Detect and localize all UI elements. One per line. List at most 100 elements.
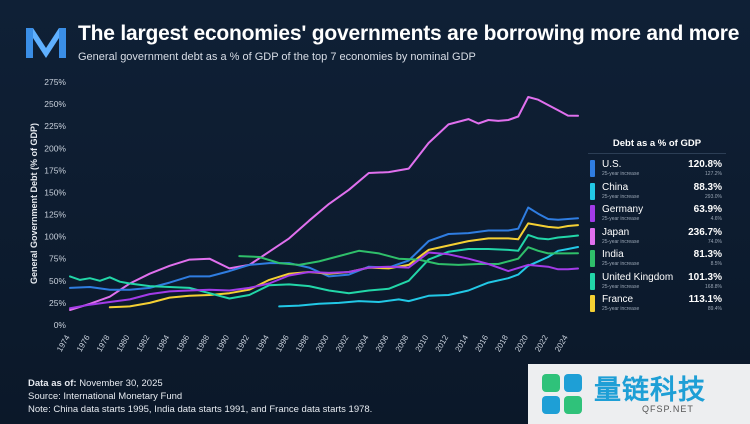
series-line-united-kingdom (69, 233, 579, 300)
legend-swatch (590, 205, 595, 222)
legend-series-name: United Kingdom (602, 271, 674, 283)
legend-swatch (590, 160, 595, 177)
legend-swatch (590, 272, 595, 290)
y-tick-label: 175% (44, 165, 66, 175)
legend-series-name: India (602, 249, 624, 260)
legend-value: 120.8% (688, 159, 722, 170)
date-value: November 30, 2025 (79, 378, 163, 389)
x-tick-label: 1992 (234, 333, 251, 353)
date-label: Data as of: (28, 378, 77, 389)
axes-layer: 0% 25% 50% 75% 100% 125% 150% 175% 200% 225% 250% 2… (29, 77, 570, 353)
legend-series-name: Japan (602, 226, 630, 238)
legend-item: India 25-year increase 81.3% 8.5% (588, 249, 726, 272)
legend-increase: 127.2% (705, 171, 722, 177)
y-tick-label: 125% (44, 210, 66, 220)
watermark-text: 量链科技 (594, 375, 706, 405)
legend-swatch (590, 250, 595, 267)
data-note: Note: China data starts 1995, India data… (28, 404, 373, 415)
x-tick-label: 2020 (513, 333, 530, 353)
x-tick-label: 2012 (434, 333, 451, 353)
legend: Debt as a % of GDP U.S. 25-year increase 1… (588, 138, 726, 317)
legend-increase: 89.4% (707, 306, 722, 312)
y-tick-label: 100% (44, 232, 66, 242)
x-tick-label: 1996 (274, 333, 291, 353)
legend-value: 101.3% (688, 271, 722, 283)
series-line-china (278, 246, 579, 308)
legend-value: 63.9% (693, 204, 722, 215)
y-tick-label: 275% (44, 77, 66, 87)
series-line-france (108, 222, 579, 309)
y-axis-label: General Government Debt (% of GDP) (29, 123, 39, 284)
legend-item: Japan 25-year increase 236.7% 74.0% (588, 227, 726, 250)
legend-value: 113.1% (688, 294, 722, 305)
series-line-u-s- (69, 206, 579, 291)
y-tick-label: 150% (44, 187, 66, 197)
legend-item: France 25-year increase 113.1% 89.4% (588, 294, 726, 317)
x-tick-label: 1988 (194, 333, 211, 353)
legend-sub-label: 25-year increase (602, 171, 640, 177)
legend-increase: 74.0% (707, 238, 722, 245)
x-tick-label: 2024 (553, 333, 570, 353)
y-tick-label: 0% (54, 320, 67, 330)
x-tick-label: 2010 (414, 333, 431, 353)
legend-sub-label: 25-year increase (602, 283, 640, 290)
y-tick-label: 50% (49, 276, 66, 286)
legend-series-name: China (602, 181, 629, 193)
y-tick-label: 250% (44, 99, 66, 109)
legend-series-name: U.S. (602, 159, 622, 170)
legend-increase: 4.6% (710, 216, 722, 222)
legend-item: China 25-year increase 88.3% 293.0% (588, 182, 726, 205)
x-tick-label: 2004 (354, 333, 371, 353)
legend-swatch (590, 295, 595, 312)
series-line-india (238, 246, 579, 266)
legend-value: 81.3% (693, 249, 722, 260)
legend-sub-label: 25-year increase (602, 193, 640, 200)
x-tick-label: 2016 (473, 333, 490, 353)
legend-sub-label: 25-year increase (602, 261, 640, 267)
chart-subtitle: General government debt as a % of GDP of… (78, 51, 476, 63)
x-tick-label: 2014 (453, 333, 470, 353)
watermark-url: QFSP.NET (642, 404, 694, 414)
x-tick-label: 1986 (175, 333, 192, 353)
source-note: Source: International Monetary Fund (28, 391, 183, 402)
legend-increase: 168.8% (705, 283, 722, 290)
legend-value: 236.7% (688, 226, 722, 238)
x-tick-label: 1984 (155, 333, 172, 353)
x-tick-label: 1990 (214, 333, 231, 353)
x-tick-label: 1982 (135, 333, 152, 353)
y-tick-label: 200% (44, 143, 66, 153)
chart-title: The largest economies' governments are b… (78, 22, 740, 45)
y-tick-label: 225% (44, 121, 66, 131)
legend-item: Germany 25-year increase 63.9% 4.6% (588, 204, 726, 227)
legend-sub-label: 25-year increase (602, 306, 640, 312)
footer: Data as of: November 30, 2025 Source: In… (28, 377, 372, 416)
x-tick-label: 1976 (75, 333, 92, 353)
legend-increase: 293.0% (705, 193, 722, 200)
legend-swatch (590, 182, 595, 200)
x-tick-label: 2000 (314, 333, 331, 353)
brand-logo-icon (26, 28, 66, 58)
legend-swatch (590, 227, 595, 245)
y-tick-label: 25% (49, 298, 66, 308)
legend-item: United Kingdom 25-year increase 101.3% 168.… (588, 272, 726, 295)
series-line-germany (69, 251, 579, 310)
legend-series-name: Germany (602, 204, 644, 215)
legend-value: 88.3% (693, 181, 722, 193)
series-layer (69, 96, 579, 311)
watermark-logo-icon (542, 374, 582, 414)
x-tick-label: 2006 (374, 333, 391, 353)
x-tick-label: 1980 (115, 333, 132, 353)
x-tick-label: 2022 (533, 333, 550, 353)
x-tick-label: 1998 (294, 333, 311, 353)
x-tick-label: 2002 (334, 333, 351, 353)
x-tick-label: 1994 (254, 333, 271, 353)
legend-sub-label: 25-year increase (602, 238, 640, 245)
legend-increase: 8.5% (710, 261, 722, 267)
y-tick-label: 75% (49, 254, 66, 264)
watermark: 量链科技 QFSP.NET (528, 364, 750, 424)
legend-title: Debt as a % of GDP (588, 138, 726, 154)
legend-series-name: France (602, 294, 634, 305)
x-tick-label: 1974 (55, 333, 72, 353)
